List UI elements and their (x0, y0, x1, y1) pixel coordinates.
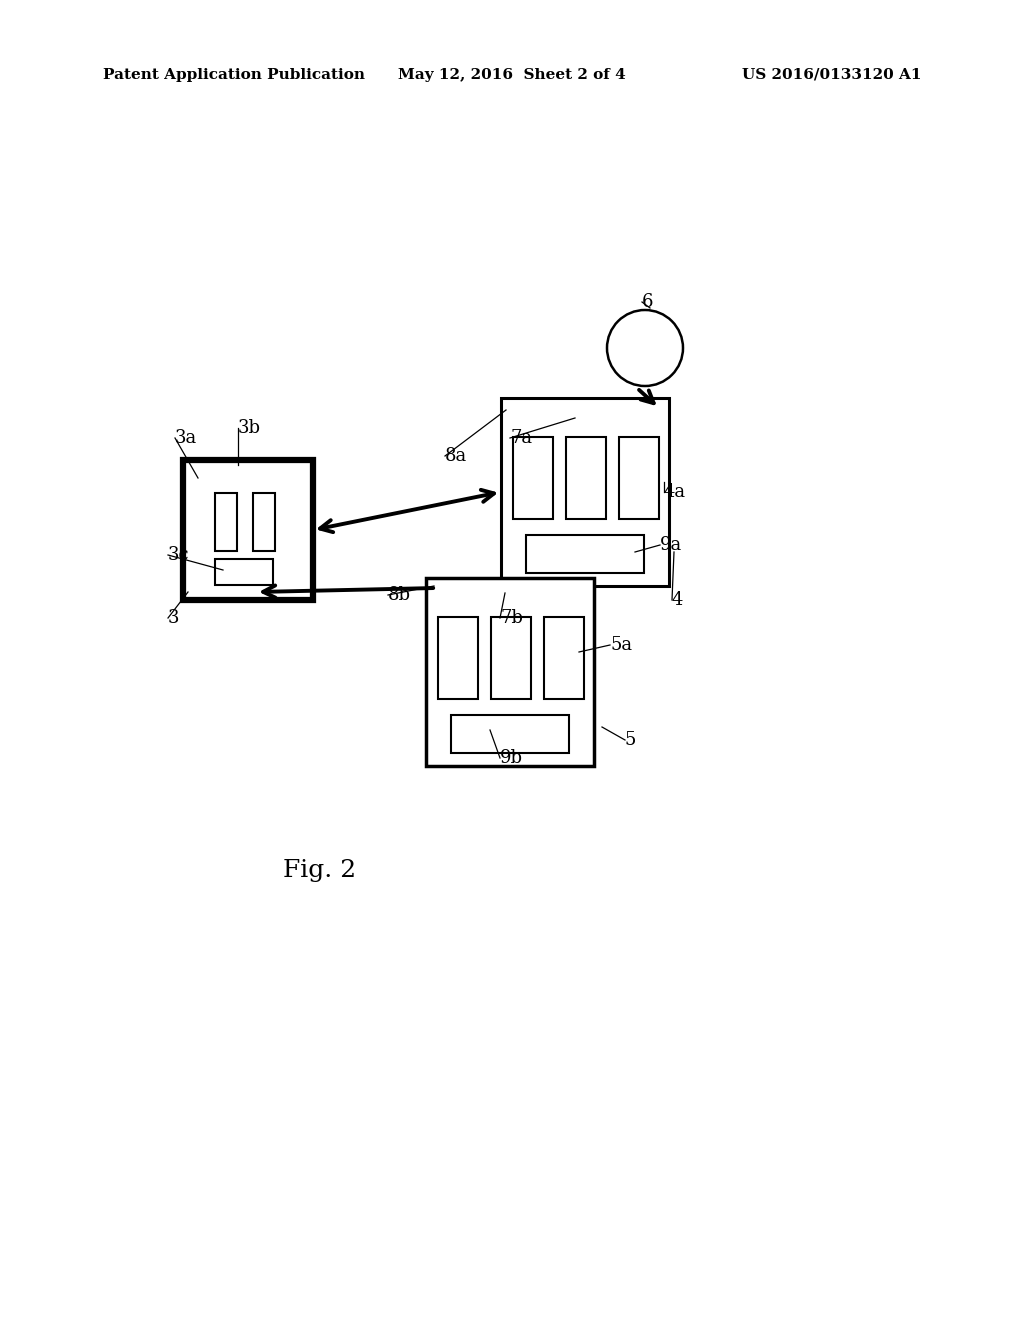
Circle shape (607, 310, 683, 385)
Text: 7b: 7b (500, 609, 523, 627)
Bar (618, 437, 659, 519)
Text: 9b: 9b (500, 748, 523, 767)
Text: 7a: 7a (510, 429, 532, 447)
Bar (451, 715, 569, 752)
Text: US 2016/0133120 A1: US 2016/0133120 A1 (741, 69, 921, 82)
Text: 9a: 9a (660, 536, 682, 554)
Bar (526, 535, 644, 573)
Bar (438, 616, 478, 700)
Text: 8b: 8b (388, 586, 411, 605)
Text: 3a: 3a (175, 429, 198, 447)
Text: 4a: 4a (664, 483, 686, 502)
Text: Fig. 2: Fig. 2 (284, 858, 356, 882)
Text: 3c: 3c (168, 546, 189, 564)
Bar (183, 459, 313, 601)
Bar (215, 492, 237, 550)
Bar (490, 616, 531, 700)
Bar (501, 399, 669, 586)
Text: 5a: 5a (610, 636, 632, 653)
Text: 3b: 3b (238, 418, 261, 437)
Text: 8a: 8a (445, 447, 467, 465)
Bar (513, 437, 553, 519)
Bar (544, 616, 584, 700)
Bar (215, 558, 273, 585)
Text: 5: 5 (625, 731, 636, 748)
Text: May 12, 2016  Sheet 2 of 4: May 12, 2016 Sheet 2 of 4 (398, 69, 626, 82)
Text: 6: 6 (642, 293, 653, 312)
Bar (253, 492, 275, 550)
Text: 3: 3 (168, 609, 179, 627)
Bar (426, 578, 594, 766)
Bar (566, 437, 606, 519)
Text: 4: 4 (672, 591, 683, 609)
Text: Patent Application Publication: Patent Application Publication (103, 69, 365, 82)
